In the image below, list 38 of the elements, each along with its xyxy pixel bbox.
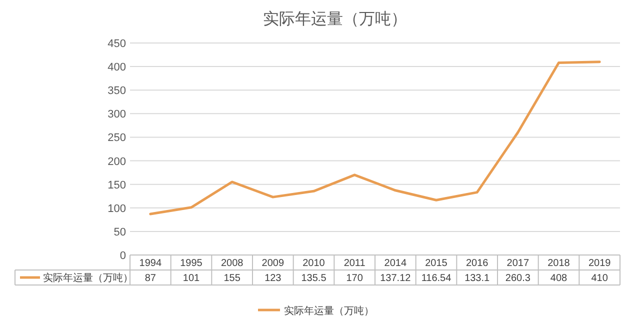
x-tick-label: 2019: [588, 258, 612, 269]
legend-label: 实际年运量（万吨）: [43, 272, 133, 284]
data-label: 123: [264, 273, 282, 284]
x-tick-label: 2015: [425, 258, 448, 269]
chart-title: 实际年运量（万吨）: [263, 10, 407, 28]
data-label: 116.54: [421, 273, 452, 284]
data-label: 260.3: [505, 273, 531, 284]
y-tick-label: 100: [108, 202, 126, 215]
y-tick-label: 150: [108, 179, 126, 192]
x-tick-label: 2008: [220, 258, 244, 269]
y-tick-label: 450: [108, 38, 126, 50]
y-tick-label: 250: [108, 132, 126, 144]
data-label: 170: [346, 273, 364, 284]
y-tick-label: 50: [114, 226, 126, 238]
data-label: 410: [591, 273, 608, 284]
data-label: 155: [224, 273, 241, 284]
y-tick-label: 400: [108, 62, 126, 74]
data-label: 133.1: [464, 273, 490, 284]
x-tick-label: 1994: [139, 258, 162, 269]
data-label: 87: [144, 273, 156, 284]
text: 实际年运量（万吨）: [284, 306, 374, 317]
x-tick-label: 2014: [384, 258, 407, 269]
x-tick-label: 2010: [302, 258, 326, 269]
x-tick-label: 2009: [262, 258, 284, 269]
y-tick-label: 0: [120, 250, 126, 262]
data-label: 408: [550, 273, 568, 284]
y-tick-label: 300: [108, 108, 126, 121]
x-tick-label: 2016: [466, 258, 489, 269]
y-tick-label: 350: [108, 85, 126, 98]
x-tick-label: 2018: [548, 258, 570, 269]
data-label: 137.12: [380, 273, 412, 284]
data-label: 101: [182, 273, 200, 284]
line-series: [149, 60, 601, 216]
x-tick-label: 1995: [180, 258, 203, 269]
x-tick-label: 2011: [344, 258, 366, 269]
data-label: 135.5: [301, 273, 327, 284]
y-tick-label: 200: [108, 156, 126, 168]
x-tick-label: 2017: [506, 258, 530, 269]
